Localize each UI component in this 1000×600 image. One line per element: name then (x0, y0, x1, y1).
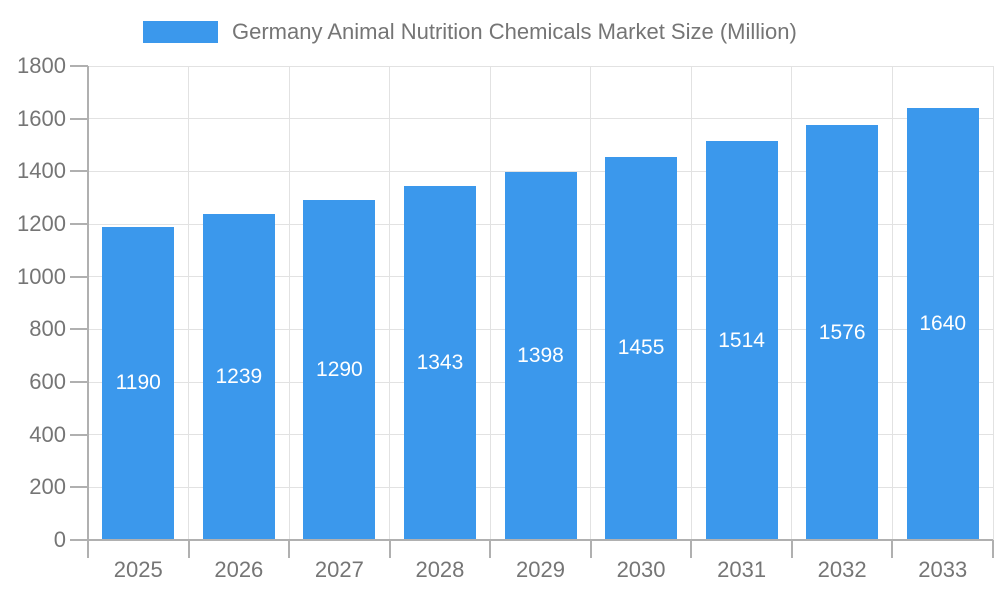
y-axis-label: 1800 (17, 53, 66, 78)
legend-swatch (143, 21, 218, 43)
y-axis-line (87, 66, 89, 540)
x-axis-label: 2027 (314, 557, 364, 582)
gridline (88, 65, 993, 67)
y-axis-label: 600 (29, 369, 66, 394)
x-axis-line (88, 539, 993, 541)
x-axis-tick (489, 540, 492, 558)
bar[interactable]: 1514 (705, 141, 778, 540)
gridline (88, 170, 993, 172)
y-axis-tick (70, 486, 88, 489)
legend-label: Germany Animal Nutrition Chemicals Marke… (232, 19, 797, 44)
x-axis-tick (87, 540, 89, 558)
gridline (791, 66, 793, 540)
gridline (992, 66, 994, 540)
bar[interactable]: 1576 (806, 125, 879, 540)
bar[interactable]: 1190 (102, 226, 175, 540)
y-axis-label: 0 (53, 527, 66, 552)
y-axis-tick (70, 170, 88, 173)
gridline (188, 66, 190, 540)
y-axis-label: 1600 (17, 105, 66, 131)
gridline (590, 66, 592, 540)
gridline (690, 66, 692, 540)
bar-value-label: 1290 (316, 358, 363, 382)
x-axis-label: 2026 (214, 557, 264, 582)
bar[interactable]: 1239 (202, 213, 275, 540)
x-axis-tick (187, 540, 190, 558)
bar[interactable]: 1290 (303, 200, 376, 540)
y-axis-tick (70, 381, 88, 383)
x-axis-tick (388, 540, 391, 558)
bar-value-label: 1576 (818, 320, 866, 344)
x-axis-tick (992, 540, 994, 558)
y-axis-label: 200 (29, 474, 66, 500)
bar[interactable]: 1640 (906, 108, 979, 540)
y-axis-tick (70, 328, 88, 331)
x-axis-label: 2025 (113, 557, 163, 582)
x-axis-tick (288, 540, 291, 558)
y-axis-label: 1400 (17, 158, 66, 184)
x-axis-tick (690, 540, 693, 558)
y-axis-tick (70, 117, 88, 120)
x-axis-label: 2032 (817, 557, 867, 582)
bar[interactable]: 1455 (605, 156, 678, 540)
plot-area: 1190 1239 1290 1343 1398 1455 1514 1576 1640 (88, 65, 994, 540)
x-axis-tick (891, 540, 894, 558)
bar-value-label: 1239 (215, 364, 263, 388)
y-axis-label: 1200 (17, 211, 66, 236)
y-axis-tick (70, 65, 88, 67)
gridline (389, 66, 391, 540)
x-axis-tick (589, 540, 592, 558)
y-axis-label: 400 (29, 421, 66, 447)
y-axis-label: 1000 (17, 263, 66, 289)
gridline (891, 66, 893, 540)
x-axis-tick (790, 540, 793, 558)
bar-value-label: 1398 (517, 343, 564, 367)
y-axis-tick (70, 223, 88, 225)
y-axis-tick (70, 539, 88, 541)
x-axis-label: 2030 (616, 557, 666, 582)
bar[interactable]: 1398 (504, 171, 577, 540)
bar-value-label: 1514 (718, 328, 765, 352)
bar[interactable]: 1343 (403, 186, 476, 540)
x-axis-label: 2031 (717, 557, 767, 582)
x-axis-label: 2033 (918, 557, 968, 582)
gridline (88, 118, 993, 120)
x-axis-label: 2029 (516, 557, 565, 582)
bar-value-label: 1640 (919, 312, 967, 336)
y-axis-tick (70, 275, 88, 278)
gridline (288, 66, 290, 540)
bar-value-label: 1343 (416, 351, 464, 375)
y-axis-tick (70, 433, 88, 436)
bar-value-label: 1455 (617, 336, 665, 360)
x-axis-label: 2028 (415, 557, 465, 582)
bar-value-label: 1190 (115, 371, 161, 395)
y-axis-label: 800 (29, 316, 66, 342)
gridline (489, 66, 491, 540)
